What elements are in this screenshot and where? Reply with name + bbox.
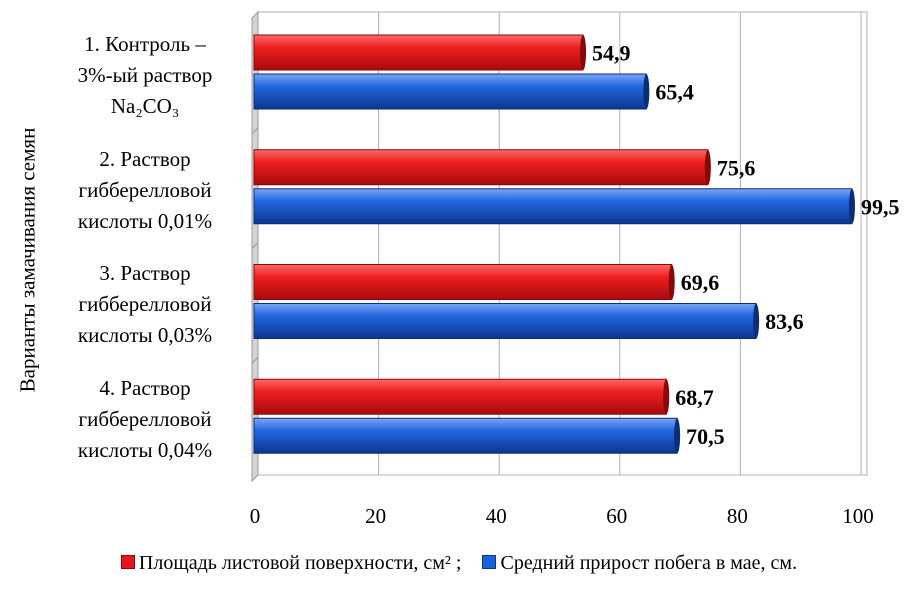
bar-end-series2-cat3 <box>753 303 760 339</box>
x-tick-label-5: 100 <box>842 504 874 528</box>
category-separator-3 <box>251 356 259 364</box>
data-label-series2-cat4: 70,5 <box>686 424 725 449</box>
x-axis-ticks: 0 20 40 60 80 100 <box>250 504 874 528</box>
category-label-4: 4. Раствор гибберелловой кислоты 0,04% <box>45 373 245 466</box>
category-label-line: гибберелловой <box>78 177 212 202</box>
category-label-line: кислоты 0,03% <box>77 323 213 348</box>
category-label-line: 4. Раствор <box>99 376 191 401</box>
x-tick-label-0: 0 <box>250 504 261 528</box>
legend-label-series1: Площадь листовой поверхности, см² ; <box>138 552 462 574</box>
category-label-line: гибберелловой <box>78 407 212 432</box>
x-tick-label-1: 20 <box>365 504 386 528</box>
bar-end-series2-cat4 <box>674 418 681 454</box>
legend-item-series1: Площадь листовой поверхности, см² ; <box>120 552 462 575</box>
category-label-1: 1. Контроль – 3%-ый раствор Na₂CO₃ <box>45 29 245 122</box>
data-label-series1-cat3: 69,6 <box>681 270 720 295</box>
bar-series2-cat4 <box>253 417 678 454</box>
bar-end-series1-cat4 <box>663 379 670 415</box>
x-tick-label-3: 60 <box>606 504 627 528</box>
data-label-series1-cat1: 54,9 <box>592 41 631 66</box>
bar-series2-cat3 <box>253 303 757 339</box>
bar-series1-cat4 <box>253 378 667 415</box>
bar-end-series1-cat3 <box>668 264 675 300</box>
bar-series1-cat2 <box>253 149 709 186</box>
legend-swatch-red-icon <box>120 555 135 569</box>
bar-series2-cat2 <box>253 188 853 225</box>
x-tick-label-4: 80 <box>727 504 748 528</box>
bar-end-series2-cat1 <box>643 74 650 109</box>
category-label-line: кислоты 0,04% <box>77 438 213 463</box>
bar-series1-cat1 <box>253 34 584 71</box>
bar-series2-cat1 <box>253 73 647 110</box>
bar-end-series1-cat2 <box>704 149 711 185</box>
category-separator-2 <box>251 242 259 249</box>
category-separator-1 <box>251 127 259 135</box>
category-label-line: 3%-ый раствор <box>77 62 213 87</box>
legend-label-series2: Средний прирост побега в мае, см. <box>500 552 798 574</box>
data-label-series1-cat2: 75,6 <box>717 155 756 180</box>
bars <box>253 34 855 454</box>
data-label-series2-cat3: 83,6 <box>765 309 804 334</box>
data-labels: 54,9 65,4 75,6 99,5 69,6 83,6 68,7 70,5 <box>592 41 899 449</box>
bar-end-series1-cat1 <box>580 35 587 70</box>
category-label-3: 3. Раствор гибберелловой кислоты 0,03% <box>45 258 245 351</box>
legend-item-series2: Средний прирост побега в мае, см. <box>482 552 797 575</box>
category-label-line: Na₂CO₃ <box>110 93 180 118</box>
category-label-line: 1. Контроль – <box>84 31 206 56</box>
category-label-line: 3. Раствор <box>99 261 191 286</box>
y-axis-title: Варианты замачивания семян <box>15 127 40 393</box>
legend: Площадь листовой поверхности, см² ; Сред… <box>0 552 918 575</box>
data-label-series2-cat2: 99,5 <box>861 194 900 219</box>
legend-swatch-blue-icon <box>482 555 497 569</box>
category-label-2: 2. Раствор гибберелловой кислоты 0,01% <box>45 144 245 237</box>
category-label-line: 2. Раствор <box>99 146 191 171</box>
category-label-line: гибберелловой <box>78 292 212 317</box>
bar-series1-cat3 <box>253 264 673 300</box>
category-label-line: кислоты 0,01% <box>77 208 213 233</box>
data-label-series2-cat1: 65,4 <box>655 80 694 105</box>
bar-end-series2-cat2 <box>848 188 855 224</box>
data-label-series1-cat4: 68,7 <box>675 385 714 410</box>
x-tick-label-2: 40 <box>486 504 507 528</box>
